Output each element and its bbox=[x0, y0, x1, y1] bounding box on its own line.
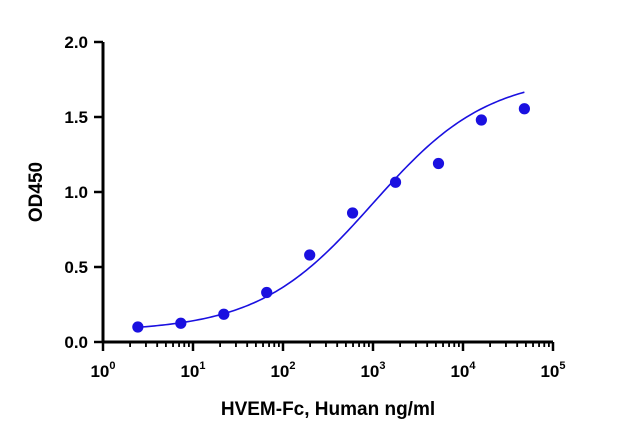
x-tick-label: 101 bbox=[180, 360, 205, 381]
x-tick-exponent: 5 bbox=[559, 360, 565, 372]
x-tick-label: 100 bbox=[90, 360, 115, 381]
data-point bbox=[432, 157, 445, 170]
x-tick-base: 10 bbox=[450, 362, 469, 381]
x-tick-base: 10 bbox=[180, 362, 199, 381]
x-tick-label: 105 bbox=[540, 360, 565, 381]
data-point bbox=[175, 317, 187, 329]
x-tick-label: 104 bbox=[450, 360, 476, 381]
y-tick-label: 1.5 bbox=[64, 108, 88, 127]
x-ticks: 100 101 102 103 104 105 bbox=[90, 342, 566, 381]
y-ticks: 0.0 0.5 1.0 1.5 2.0 bbox=[64, 33, 103, 352]
data-point bbox=[132, 321, 144, 333]
x-tick-exponent: 3 bbox=[379, 360, 385, 372]
x-tick-exponent: 1 bbox=[199, 360, 205, 372]
y-axis-title: OD450 bbox=[26, 162, 47, 222]
x-tick-base: 10 bbox=[540, 362, 559, 381]
data-point bbox=[389, 176, 402, 188]
data-points bbox=[132, 103, 530, 333]
data-point bbox=[346, 207, 359, 219]
data-point bbox=[261, 286, 273, 299]
x-tick-label: 102 bbox=[270, 360, 295, 381]
x-tick-exponent: 0 bbox=[109, 360, 115, 372]
x-tick-exponent: 4 bbox=[469, 360, 476, 372]
fit-curve bbox=[137, 91, 525, 329]
x-tick-base: 10 bbox=[270, 362, 289, 381]
x-tick-base: 10 bbox=[90, 362, 109, 381]
data-point bbox=[475, 114, 487, 126]
x-axis-title: HVEM-Fc, Human ng/ml bbox=[221, 399, 435, 420]
y-tick-label: 2.0 bbox=[64, 33, 88, 52]
x-minor-ticks bbox=[129, 342, 550, 347]
x-tick-exponent: 2 bbox=[289, 360, 295, 372]
data-point bbox=[518, 103, 530, 115]
data-point bbox=[304, 249, 316, 261]
y-tick-label: 0.5 bbox=[64, 258, 88, 277]
y-tick-label: 1.0 bbox=[64, 183, 88, 202]
y-tick-label: 0.0 bbox=[64, 333, 88, 352]
x-tick-base: 10 bbox=[360, 362, 379, 381]
x-tick-label: 103 bbox=[360, 360, 385, 381]
axes bbox=[101, 42, 553, 344]
data-point bbox=[218, 308, 230, 320]
